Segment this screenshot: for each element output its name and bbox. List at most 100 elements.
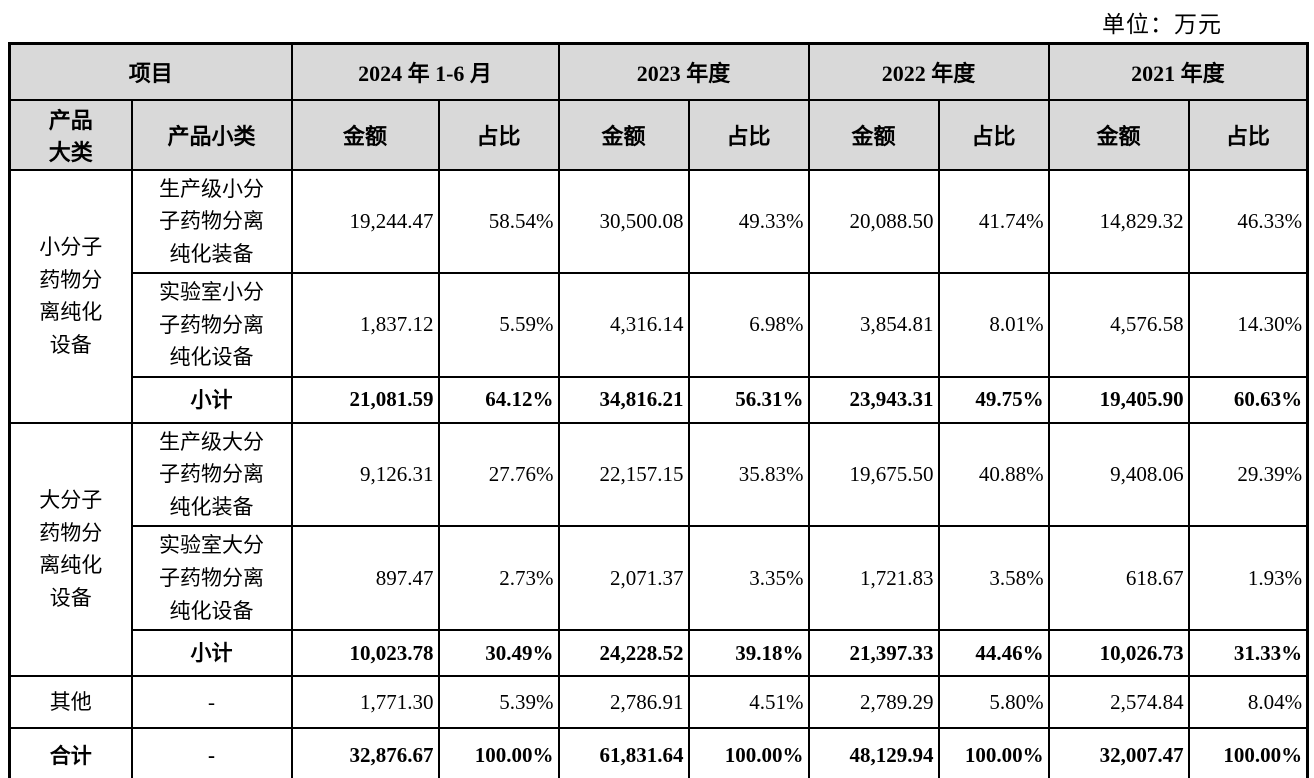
header-amount: 金额 — [557, 98, 690, 171]
header-ratio: 占比 — [1187, 98, 1309, 171]
header-row-columns: 产品 大类 产品小类 金额 占比 金额 占比 金额 占比 金额 占比 — [8, 98, 1309, 171]
amount-cell: 19,405.90 — [1047, 375, 1190, 424]
ratio-cell: 58.54% — [437, 168, 560, 275]
amount-cell: 21,397.33 — [807, 629, 940, 678]
header-ratio: 占比 — [687, 98, 810, 171]
ratio-cell: 46.33% — [1187, 168, 1309, 275]
amount-cell: 1,721.83 — [807, 525, 940, 632]
amount-cell: 2,574.84 — [1047, 675, 1190, 730]
amount-cell: 32,876.67 — [290, 727, 440, 778]
others-row: 其他 - 1,771.30 5.39% 2,786.91 4.51% 2,789… — [8, 675, 1309, 730]
subtotal-row: 小计 21,081.59 64.12% 34,816.21 56.31% 23,… — [10, 375, 1309, 424]
amount-cell: 61,831.64 — [557, 727, 690, 778]
amount-cell: 23,943.31 — [807, 375, 940, 424]
ratio-cell: 100.00% — [1187, 727, 1309, 778]
header-period-2024h1: 2024 年 1-6 月 — [290, 42, 560, 101]
amount-cell: 19,244.47 — [290, 168, 440, 275]
header-period-2023: 2023 年度 — [557, 42, 810, 101]
amount-cell: 30,500.08 — [557, 168, 690, 275]
header-row-periods: 项目 2024 年 1-6 月 2023 年度 2022 年度 2021 年度 — [8, 42, 1309, 101]
ratio-cell: 100.00% — [437, 727, 560, 778]
amount-cell: 10,026.73 — [1047, 629, 1190, 678]
amount-cell: 1,771.30 — [290, 675, 440, 730]
category-cell: 小分子 药物分 离纯化 设备 — [8, 168, 133, 424]
header-amount: 金额 — [290, 98, 440, 171]
header-category: 产品 大类 — [8, 98, 133, 171]
subcategory-cell: - — [130, 675, 293, 730]
subcategory-cell: 生产级大分 子药物分离 纯化装备 — [130, 421, 293, 528]
header-item: 项目 — [8, 42, 293, 101]
ratio-cell: 3.35% — [687, 525, 810, 632]
ratio-cell: 64.12% — [437, 375, 560, 424]
amount-cell: 10,023.78 — [290, 629, 440, 678]
amount-cell: 34,816.21 — [557, 375, 690, 424]
amount-cell: 22,157.15 — [557, 421, 690, 528]
unit-label: 单位：万元 — [1102, 12, 1222, 37]
ratio-cell: 44.46% — [937, 629, 1050, 678]
amount-cell: 4,316.14 — [557, 272, 690, 378]
subcategory-cell: 生产级小分 子药物分离 纯化装备 — [130, 168, 293, 275]
subtotal-label-cell: 小计 — [130, 375, 293, 424]
ratio-cell: 60.63% — [1187, 375, 1309, 424]
table-row: 实验室小分 子药物分离 纯化设备 1,837.12 5.59% 4,316.14… — [10, 272, 1309, 378]
ratio-cell: 100.00% — [937, 727, 1050, 778]
ratio-cell: 4.51% — [687, 675, 810, 730]
ratio-cell: 8.04% — [1187, 675, 1309, 730]
amount-cell: 2,071.37 — [557, 525, 690, 632]
ratio-cell: 27.76% — [437, 421, 560, 528]
ratio-cell: 41.74% — [937, 168, 1050, 275]
ratio-cell: 29.39% — [1187, 421, 1309, 528]
subcategory-cell: 实验室大分 子药物分离 纯化设备 — [130, 525, 293, 632]
ratio-cell: 1.93% — [1187, 525, 1309, 632]
ratio-cell: 30.49% — [437, 629, 560, 678]
ratio-cell: 39.18% — [687, 629, 810, 678]
amount-cell: 618.67 — [1047, 525, 1190, 632]
total-row: 合计 - 32,876.67 100.00% 61,831.64 100.00%… — [8, 727, 1309, 778]
ratio-cell: 8.01% — [937, 272, 1050, 378]
header-period-2021: 2021 年度 — [1047, 42, 1309, 101]
subtotal-row: 小计 10,023.78 30.49% 24,228.52 39.18% 21,… — [10, 629, 1309, 678]
category-cell: 其他 — [8, 675, 133, 730]
amount-cell: 2,789.29 — [807, 675, 940, 730]
total-label-cell: 合计 — [8, 727, 133, 778]
amount-cell: 2,786.91 — [557, 675, 690, 730]
amount-cell: 20,088.50 — [807, 168, 940, 275]
amount-cell: 9,126.31 — [290, 421, 440, 528]
amount-cell: 19,675.50 — [807, 421, 940, 528]
subcategory-cell: - — [130, 727, 293, 778]
amount-cell: 1,837.12 — [290, 272, 440, 378]
ratio-cell: 35.83% — [687, 421, 810, 528]
header-period-2022: 2022 年度 — [807, 42, 1050, 101]
subtotal-label-cell: 小计 — [130, 629, 293, 678]
amount-cell: 21,081.59 — [290, 375, 440, 424]
ratio-cell: 5.59% — [437, 272, 560, 378]
amount-cell: 48,129.94 — [807, 727, 940, 778]
ratio-cell: 14.30% — [1187, 272, 1309, 378]
amount-cell: 3,854.81 — [807, 272, 940, 378]
ratio-cell: 5.39% — [437, 675, 560, 730]
header-amount: 金额 — [1047, 98, 1190, 171]
table-row: 大分子 药物分 离纯化 设备 生产级大分 子药物分离 纯化装备 9,126.31… — [8, 421, 1309, 678]
ratio-cell: 5.80% — [937, 675, 1050, 730]
category-cell: 大分子 药物分 离纯化 设备 — [8, 421, 133, 678]
amount-cell: 14,829.32 — [1047, 168, 1190, 275]
ratio-cell: 49.75% — [937, 375, 1050, 424]
header-amount: 金额 — [807, 98, 940, 171]
header-ratio: 占比 — [937, 98, 1050, 171]
subcategory-cell: 实验室小分 子药物分离 纯化设备 — [130, 272, 293, 378]
ratio-cell: 3.58% — [937, 525, 1050, 632]
ratio-cell: 2.73% — [437, 525, 560, 632]
revenue-breakdown-table: 项目 2024 年 1-6 月 2023 年度 2022 年度 2021 年度 … — [8, 42, 1310, 778]
ratio-cell: 31.33% — [1187, 629, 1309, 678]
header-subcategory: 产品小类 — [130, 98, 293, 171]
amount-cell: 9,408.06 — [1047, 421, 1190, 528]
table-row: 小分子 药物分 离纯化 设备 生产级小分 子药物分离 纯化装备 19,244.4… — [8, 168, 1309, 424]
ratio-cell: 100.00% — [687, 727, 810, 778]
ratio-cell: 49.33% — [687, 168, 810, 275]
amount-cell: 24,228.52 — [557, 629, 690, 678]
header-ratio: 占比 — [437, 98, 560, 171]
table-row: 实验室大分 子药物分离 纯化设备 897.47 2.73% 2,071.37 3… — [10, 525, 1309, 632]
ratio-cell: 6.98% — [687, 272, 810, 378]
amount-cell: 32,007.47 — [1047, 727, 1190, 778]
